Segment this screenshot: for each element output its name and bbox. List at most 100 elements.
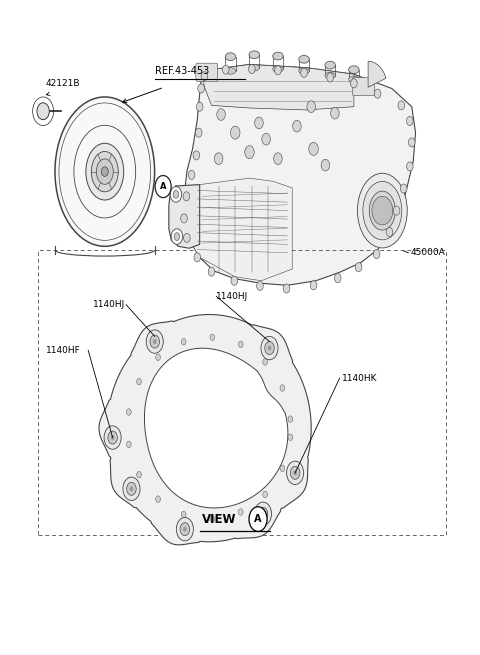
Circle shape xyxy=(307,101,315,113)
Ellipse shape xyxy=(348,66,359,73)
Polygon shape xyxy=(202,64,354,110)
Circle shape xyxy=(146,330,163,353)
Text: REF.43-453: REF.43-453 xyxy=(155,66,209,76)
Text: 1140HK: 1140HK xyxy=(342,373,377,383)
Circle shape xyxy=(171,229,182,244)
Circle shape xyxy=(263,491,267,498)
Circle shape xyxy=(183,527,187,532)
Circle shape xyxy=(181,512,186,517)
Circle shape xyxy=(111,435,115,440)
Circle shape xyxy=(374,89,381,98)
Text: 1140HJ: 1140HJ xyxy=(216,292,249,301)
Circle shape xyxy=(180,523,190,536)
Ellipse shape xyxy=(363,181,402,240)
Ellipse shape xyxy=(299,56,309,63)
Circle shape xyxy=(188,170,195,179)
Circle shape xyxy=(101,167,108,176)
Circle shape xyxy=(280,465,285,472)
Circle shape xyxy=(293,121,301,132)
Polygon shape xyxy=(144,348,288,508)
Ellipse shape xyxy=(369,191,396,230)
Circle shape xyxy=(398,101,405,110)
Circle shape xyxy=(123,477,140,500)
Circle shape xyxy=(137,472,142,478)
Circle shape xyxy=(222,65,229,74)
Circle shape xyxy=(193,151,200,160)
Circle shape xyxy=(174,233,180,240)
Circle shape xyxy=(331,107,339,119)
Circle shape xyxy=(210,515,215,522)
Circle shape xyxy=(249,64,255,73)
Circle shape xyxy=(249,507,267,531)
Circle shape xyxy=(275,66,281,75)
Polygon shape xyxy=(184,64,416,286)
Circle shape xyxy=(239,509,243,515)
Circle shape xyxy=(335,274,341,283)
Circle shape xyxy=(239,341,243,348)
Circle shape xyxy=(400,184,407,193)
Circle shape xyxy=(194,253,201,262)
Bar xyxy=(38,250,446,535)
Text: A: A xyxy=(254,514,262,524)
Circle shape xyxy=(386,227,393,236)
Ellipse shape xyxy=(348,76,359,83)
Text: 1140HF: 1140HF xyxy=(46,346,80,355)
Circle shape xyxy=(309,142,318,155)
Circle shape xyxy=(231,276,238,286)
Circle shape xyxy=(257,282,263,290)
Circle shape xyxy=(201,71,208,81)
Circle shape xyxy=(263,359,267,365)
Ellipse shape xyxy=(91,151,118,192)
Ellipse shape xyxy=(225,53,236,60)
Text: 42121B: 42121B xyxy=(46,79,80,88)
Circle shape xyxy=(258,508,268,520)
Circle shape xyxy=(127,482,136,495)
Circle shape xyxy=(176,517,193,541)
Circle shape xyxy=(393,206,400,215)
Circle shape xyxy=(198,84,204,93)
Ellipse shape xyxy=(86,143,124,200)
Ellipse shape xyxy=(225,67,236,74)
Circle shape xyxy=(155,176,171,198)
Ellipse shape xyxy=(299,67,309,74)
Circle shape xyxy=(301,68,307,77)
Ellipse shape xyxy=(96,159,113,184)
Circle shape xyxy=(183,233,190,242)
Ellipse shape xyxy=(325,72,336,79)
Ellipse shape xyxy=(55,97,155,246)
Circle shape xyxy=(37,103,49,120)
Circle shape xyxy=(267,345,271,350)
Circle shape xyxy=(261,337,278,360)
Circle shape xyxy=(130,486,133,491)
Circle shape xyxy=(254,502,272,525)
Circle shape xyxy=(350,79,357,88)
Polygon shape xyxy=(99,314,311,545)
Circle shape xyxy=(283,284,290,293)
Circle shape xyxy=(137,379,142,385)
Circle shape xyxy=(108,431,118,444)
Circle shape xyxy=(181,339,186,345)
Circle shape xyxy=(255,117,263,129)
Circle shape xyxy=(150,335,159,348)
Circle shape xyxy=(321,159,330,171)
Circle shape xyxy=(173,191,179,198)
Polygon shape xyxy=(187,178,292,281)
Circle shape xyxy=(274,153,282,164)
Circle shape xyxy=(280,384,285,391)
Ellipse shape xyxy=(273,66,283,72)
Ellipse shape xyxy=(249,51,260,59)
Circle shape xyxy=(104,426,121,449)
Circle shape xyxy=(407,117,413,126)
Circle shape xyxy=(261,511,265,516)
Polygon shape xyxy=(169,185,200,248)
Circle shape xyxy=(293,470,297,476)
Circle shape xyxy=(217,109,225,121)
Circle shape xyxy=(170,187,181,202)
Circle shape xyxy=(372,196,393,225)
Circle shape xyxy=(195,128,202,137)
Text: A: A xyxy=(160,182,167,191)
FancyBboxPatch shape xyxy=(196,63,218,81)
Circle shape xyxy=(183,192,190,201)
Circle shape xyxy=(180,214,187,223)
Circle shape xyxy=(156,354,160,360)
